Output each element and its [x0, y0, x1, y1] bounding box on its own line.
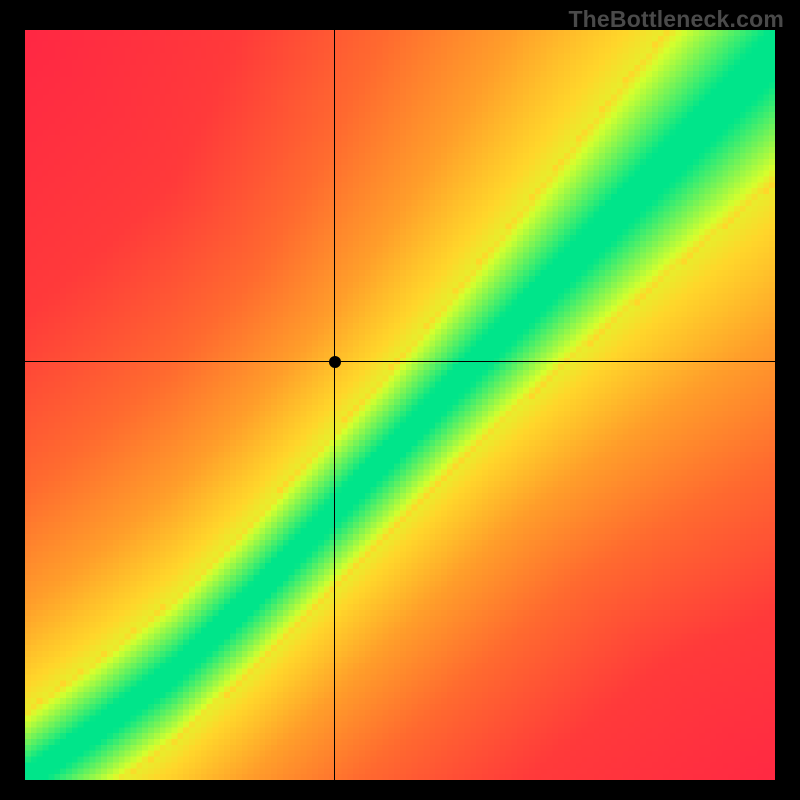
heatmap-canvas	[25, 30, 775, 780]
watermark-text: TheBottleneck.com	[568, 6, 784, 33]
heatmap-plot	[25, 30, 775, 780]
chart-frame: TheBottleneck.com	[0, 0, 800, 800]
crosshair-horizontal	[25, 361, 775, 362]
bottleneck-marker-point	[329, 356, 341, 368]
crosshair-vertical	[334, 30, 335, 780]
